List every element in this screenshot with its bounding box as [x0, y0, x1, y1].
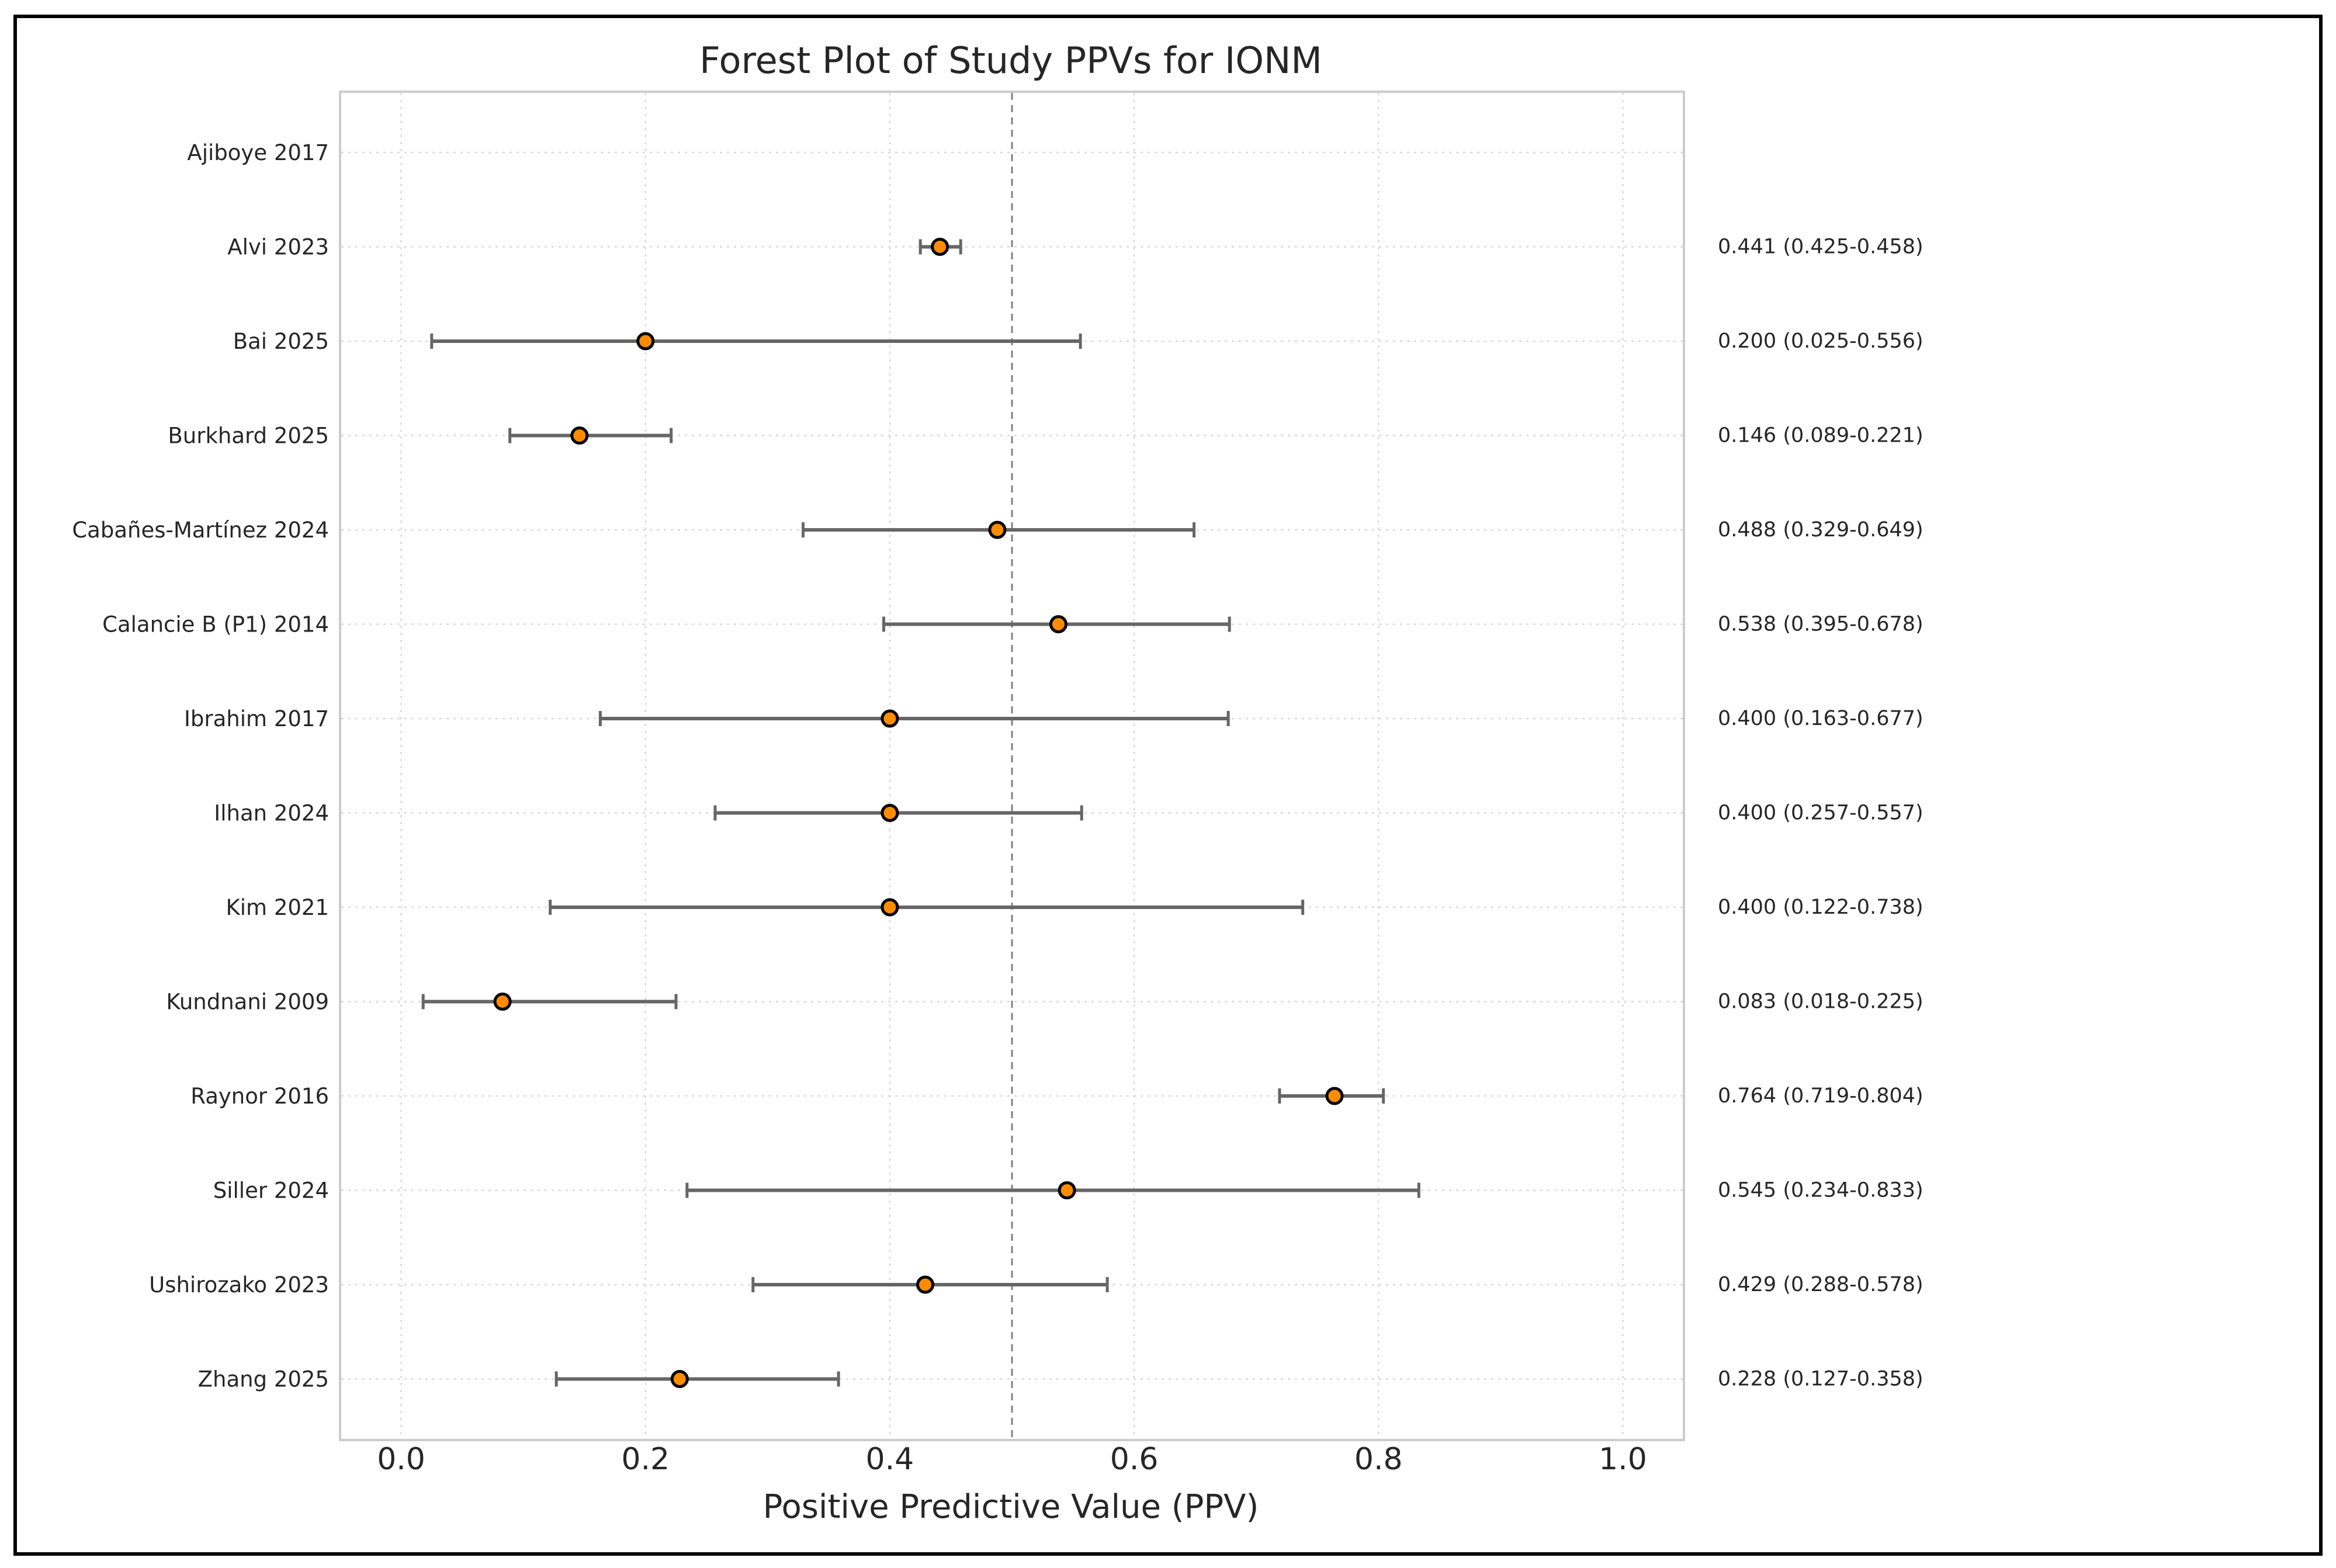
- ppv-point: [881, 709, 899, 728]
- study-label: Zhang 2025: [198, 1367, 329, 1392]
- ppv-point: [1058, 1181, 1076, 1199]
- ci-text: 0.083 (0.018-0.225): [1718, 990, 1923, 1014]
- study-label: Ilhan 2024: [214, 801, 329, 826]
- ci-text: 0.488 (0.329-0.649): [1718, 518, 1923, 542]
- study-label: Ushirozako 2023: [149, 1272, 329, 1298]
- x-tick-label: 0.4: [866, 1442, 914, 1477]
- study-label: Siller 2024: [213, 1178, 329, 1203]
- ppv-point: [670, 1370, 689, 1388]
- ppv-point: [636, 332, 655, 351]
- ci-text: 0.545 (0.234-0.833): [1718, 1179, 1923, 1202]
- x-tick-label: 0.6: [1110, 1442, 1159, 1477]
- ci-text: 0.441 (0.425-0.458): [1718, 235, 1923, 259]
- ppv-point: [988, 521, 1007, 539]
- ci-text: 0.538 (0.395-0.678): [1718, 613, 1923, 636]
- x-tick-label: 1.0: [1599, 1442, 1647, 1477]
- study-label: Kim 2021: [226, 895, 329, 920]
- ppv-point: [931, 238, 949, 256]
- study-label: Calancie B (P1) 2014: [102, 612, 329, 637]
- ppv-point: [916, 1275, 935, 1294]
- x-tick-label: 0.8: [1354, 1442, 1403, 1477]
- x-axis-ticks: 0.0 0.2 0.4 0.6 0.8 1.0: [377, 1442, 1647, 1477]
- ppv-point: [881, 804, 899, 822]
- study-label: Raynor 2016: [190, 1084, 329, 1109]
- ci-text: 0.146 (0.089-0.221): [1718, 424, 1923, 447]
- ppv-point: [1049, 615, 1068, 633]
- grid-layer: [341, 93, 1683, 1439]
- ci-text: 0.228 (0.127-0.358): [1718, 1368, 1923, 1391]
- x-axis-title: Positive Predictive Value (PPV): [763, 1488, 1259, 1526]
- study-label: Cabañes-Martínez 2024: [72, 518, 329, 543]
- ppv-point: [493, 993, 512, 1011]
- study-layer: Ajiboye 2017 Alvi 2023 0.441 (0.425-0.458)…: [72, 140, 1923, 1392]
- ci-text: 0.764 (0.719-0.804): [1718, 1084, 1923, 1108]
- study-label: Kundnani 2009: [166, 990, 329, 1015]
- ci-text: 0.200 (0.025-0.556): [1718, 329, 1923, 353]
- study-label: Burkhard 2025: [168, 424, 329, 449]
- chart-title: Forest Plot of Study PPVs for IONM: [699, 39, 1322, 82]
- ci-text: 0.400 (0.163-0.677): [1718, 707, 1923, 730]
- ppv-point: [881, 898, 899, 917]
- x-tick-label: 0.2: [621, 1442, 670, 1477]
- ci-text: 0.400 (0.257-0.557): [1718, 802, 1923, 825]
- ci-text: 0.400 (0.122-0.738): [1718, 896, 1923, 919]
- ci-text: 0.429 (0.288-0.578): [1718, 1273, 1923, 1296]
- x-tick-label: 0.0: [377, 1442, 425, 1477]
- study-label: Bai 2025: [233, 329, 329, 354]
- ppv-point: [570, 426, 589, 445]
- ppv-point: [1325, 1087, 1344, 1105]
- study-label: Ajiboye 2017: [187, 140, 329, 165]
- study-label: Ibrahim 2017: [184, 706, 329, 731]
- study-label: Alvi 2023: [227, 235, 329, 260]
